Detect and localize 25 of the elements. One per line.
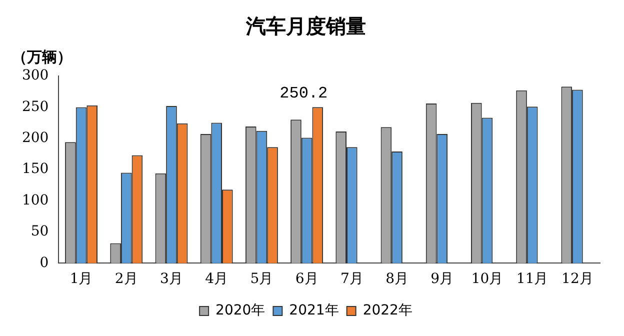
- y-axis-title: （万辆）: [12, 48, 72, 66]
- y-tick-label: 0: [40, 254, 49, 271]
- x-tick-label: 11月: [516, 271, 548, 288]
- x-tick-label: 8月: [386, 271, 408, 288]
- legend-label: 2022年: [362, 302, 412, 319]
- y-tick-label: 300: [22, 68, 49, 84]
- x-tick-label: 5月: [250, 271, 274, 288]
- x-tick-label: 6月: [295, 271, 318, 288]
- x-tick-label: 2月: [114, 271, 138, 288]
- x-tick-label: 1月: [70, 271, 93, 288]
- y-tick-label: 150: [22, 161, 49, 178]
- legend-label: 2020年: [216, 302, 266, 319]
- y-tick-label: 100: [22, 192, 49, 208]
- x-tick-label: 9月: [430, 271, 454, 288]
- chart-title: 汽车月度销量: [245, 14, 366, 38]
- x-tick-label: 12月: [562, 271, 594, 288]
- y-tick-label: 250: [22, 98, 49, 115]
- y-tick-label: 200: [22, 130, 49, 146]
- x-tick-label: 10月: [471, 271, 504, 288]
- legend-label: 2021年: [289, 302, 339, 319]
- x-tick-label: 4月: [205, 271, 228, 288]
- y-tick-label: 50: [30, 224, 49, 240]
- x-tick-label: 3月: [160, 271, 183, 288]
- data-label: 250.2: [280, 84, 328, 102]
- x-tick-label: 7月: [340, 271, 364, 288]
